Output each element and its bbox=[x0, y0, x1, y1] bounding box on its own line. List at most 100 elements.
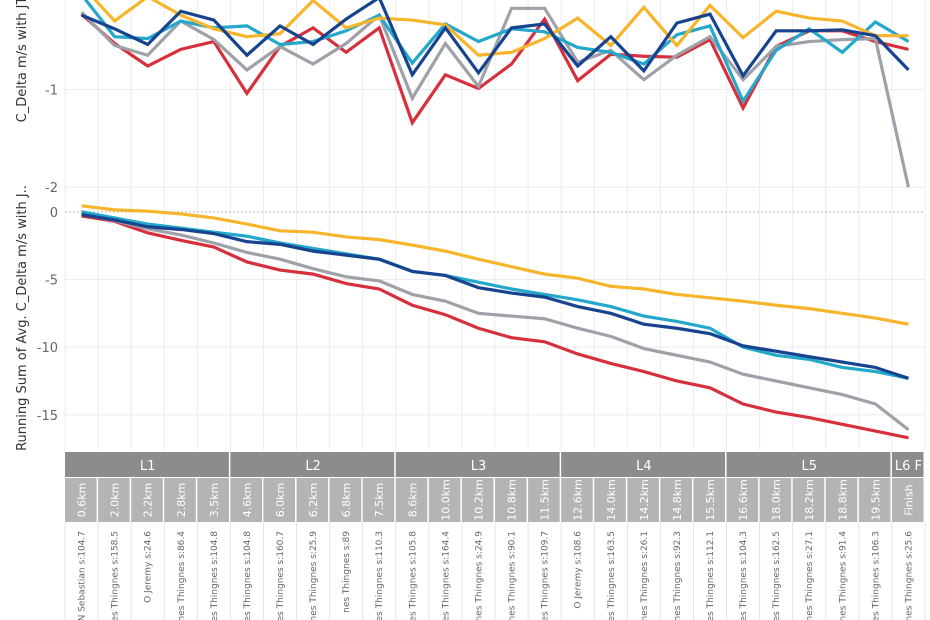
athlete-split-label: nes Thingnes s:160.7 bbox=[276, 531, 286, 620]
athlete-split-label: nes Thingnes s:92.3 bbox=[673, 531, 683, 620]
km-header-cell bbox=[461, 478, 494, 522]
km-label: 16.6km bbox=[737, 479, 750, 521]
y-tick-label: -2 bbox=[45, 181, 58, 196]
athlete-split-label: ON Sebastian s:104.7 bbox=[78, 531, 88, 620]
km-label: 0.6km bbox=[76, 483, 89, 518]
km-header-cell bbox=[495, 478, 527, 522]
athlete-split-label: nes Thingnes s:164.4 bbox=[441, 531, 451, 620]
km-header-cell bbox=[759, 478, 792, 522]
km-label: 6.0km bbox=[274, 483, 287, 518]
athlete-split-label: nes Thingnes s:90.1 bbox=[508, 531, 518, 620]
level-label: L2 bbox=[305, 459, 321, 474]
km-header-cell bbox=[296, 478, 329, 522]
km-label: 11.5km bbox=[539, 479, 552, 521]
km-header-cell bbox=[891, 478, 924, 522]
km-label: 15.5km bbox=[704, 479, 717, 521]
level-header-cell bbox=[561, 452, 726, 477]
km-header-cell bbox=[164, 478, 196, 522]
km-label: 6.2km bbox=[307, 483, 320, 518]
km-header-cell bbox=[660, 478, 692, 522]
series-line-running-sum-4 bbox=[81, 213, 909, 380]
km-header-cell bbox=[594, 478, 626, 522]
km-label: 10.8km bbox=[506, 479, 519, 521]
km-label: 10.2km bbox=[472, 479, 485, 521]
level-label: L5 bbox=[801, 459, 817, 474]
km-header-cell bbox=[627, 478, 659, 522]
athlete-split-label: nes Thingnes s:91.4 bbox=[838, 531, 848, 620]
series-line-delta-1 bbox=[80, 6, 911, 188]
athlete-split-label: nes Thingnes s:105.8 bbox=[408, 531, 418, 620]
km-label: 4.6km bbox=[241, 483, 254, 518]
km-header-cell bbox=[395, 478, 428, 522]
level-header-cell bbox=[395, 452, 560, 477]
km-header-cell bbox=[858, 478, 891, 522]
series-line-delta-3 bbox=[93, 0, 909, 57]
km-header-cell bbox=[98, 478, 130, 522]
km-header-cell bbox=[428, 478, 461, 522]
km-label: Finish bbox=[902, 484, 915, 515]
y-tick-label: 0 bbox=[50, 206, 58, 221]
series-line-running-sum-1 bbox=[81, 212, 910, 431]
level-header-cell bbox=[891, 452, 924, 477]
km-header-cell bbox=[263, 478, 296, 522]
athlete-split-label: nes Thingnes s:25.6 bbox=[904, 531, 914, 620]
km-label: 3.5km bbox=[208, 483, 221, 518]
athlete-split-label: nes Thingnes s:86.4 bbox=[177, 531, 187, 620]
y-tick-label: -10 bbox=[37, 341, 58, 356]
km-header-cell bbox=[131, 478, 163, 522]
km-header-cell bbox=[561, 478, 593, 522]
level-label: L1 bbox=[140, 459, 156, 474]
athlete-split-label: nes Thingnes s:158.5 bbox=[111, 531, 121, 620]
level-header-cell bbox=[726, 452, 891, 477]
km-label: 2.0km bbox=[109, 483, 122, 518]
km-label: 14.0km bbox=[605, 479, 618, 521]
km-label: 12.6km bbox=[572, 479, 585, 521]
athlete-split-label: nes Thingnes s:109.7 bbox=[541, 531, 551, 620]
level-header-cell bbox=[65, 452, 229, 477]
athlete-split-label: O Jeremy s:24.6 bbox=[144, 531, 154, 603]
athlete-split-label: nes Thingnes s:104.8 bbox=[210, 531, 220, 620]
athlete-split-label: nes Thingnes s:26.1 bbox=[640, 531, 650, 620]
athlete-split-label: nes Thingnes s:162.5 bbox=[772, 531, 782, 620]
level-label: L6 F bbox=[895, 459, 922, 474]
km-label: 6.8km bbox=[340, 483, 353, 518]
km-header-cell bbox=[726, 478, 759, 522]
km-header-cell bbox=[230, 478, 262, 522]
km-label: 14.2km bbox=[638, 479, 651, 521]
level-label: L4 bbox=[636, 459, 652, 474]
athlete-split-label: nes Thingnes s:104.3 bbox=[739, 531, 749, 620]
top-y-axis-title: C_Delta m/s with JTB bbox=[15, 0, 30, 122]
level-label: L3 bbox=[471, 459, 487, 474]
series-line-delta-4 bbox=[80, 0, 910, 79]
km-header-cell bbox=[329, 478, 362, 522]
level-header-cell bbox=[230, 452, 395, 477]
series-line-running-sum-2 bbox=[81, 210, 909, 380]
km-header-cell bbox=[65, 478, 97, 522]
km-label: 18.0km bbox=[770, 479, 783, 521]
km-label: 7.5km bbox=[373, 483, 386, 518]
km-label: 10.0km bbox=[439, 479, 452, 521]
km-header-cell bbox=[362, 478, 395, 522]
series-line-running-sum-0 bbox=[81, 214, 909, 440]
athlete-split-label: nes Thingnes s:24.9 bbox=[474, 531, 484, 620]
km-label: 2.8km bbox=[175, 483, 188, 518]
athlete-split-label: nes Thingnes s:106.3 bbox=[871, 531, 881, 620]
series-line-running-sum-3 bbox=[81, 204, 909, 326]
km-header-cell bbox=[197, 478, 229, 522]
km-header-cell bbox=[825, 478, 858, 522]
athlete-split-label: nes Thingnes s:110.3 bbox=[375, 531, 385, 620]
km-label: 14.8km bbox=[671, 479, 684, 521]
athlete-split-label: nes Thingnes s:112.1 bbox=[706, 531, 716, 620]
km-label: 18.2km bbox=[803, 479, 816, 521]
y-tick-label: -1 bbox=[45, 83, 58, 98]
km-label: 18.8km bbox=[836, 479, 849, 521]
y-tick-label: -15 bbox=[37, 409, 58, 424]
km-label: 19.5km bbox=[869, 479, 882, 521]
km-label: 2.2km bbox=[142, 483, 155, 518]
athlete-split-label: nes Thingnes s:163.5 bbox=[607, 531, 617, 620]
athlete-split-label: nes Thingnes s:25.9 bbox=[309, 531, 319, 620]
athlete-split-label: nes Thingnes s:89 bbox=[342, 531, 352, 613]
athlete-split-label: nes Thingnes s:27.1 bbox=[805, 531, 815, 620]
athlete-split-label: nes Thingnes s:104.8 bbox=[243, 531, 253, 620]
